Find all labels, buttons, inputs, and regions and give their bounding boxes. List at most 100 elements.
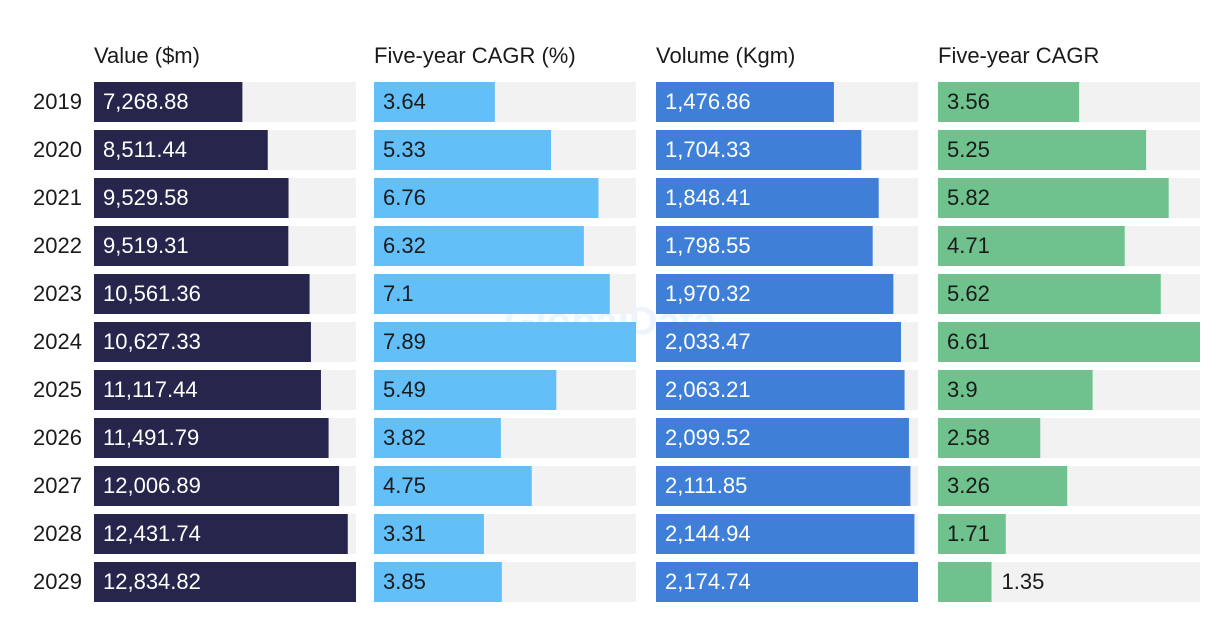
row-label: 2023 — [33, 281, 82, 306]
value-label: 1,704.33 — [665, 137, 751, 162]
bar — [656, 322, 901, 362]
value-label: 2,174.74 — [665, 569, 751, 594]
bar — [94, 370, 321, 410]
bar — [938, 370, 1093, 410]
bar — [374, 562, 502, 602]
row-label: 2020 — [33, 137, 82, 162]
bar — [374, 82, 495, 122]
value-label: 5.82 — [947, 185, 990, 210]
column-header: Five-year CAGR (%) — [374, 43, 576, 68]
bar — [656, 370, 905, 410]
bar — [94, 562, 356, 602]
bar — [656, 130, 862, 170]
value-label: 12,006.89 — [103, 473, 201, 498]
row-label: 2025 — [33, 377, 82, 402]
value-label: 1,476.86 — [665, 89, 751, 114]
value-label: 5.62 — [947, 281, 990, 306]
value-label: 4.75 — [383, 473, 426, 498]
value-label: 6.61 — [947, 329, 990, 354]
value-label: 2,111.85 — [665, 473, 747, 498]
bar — [656, 178, 879, 218]
value-label: 8,511.44 — [103, 137, 187, 162]
value-label: 5.49 — [383, 377, 426, 402]
value-label: 3.85 — [383, 569, 426, 594]
column-header: Volume (Kgm) — [656, 43, 795, 68]
value-label: 2.58 — [947, 425, 990, 450]
value-label: 3.64 — [383, 89, 426, 114]
value-label: 7.1 — [383, 281, 414, 306]
value-label: 2,099.52 — [665, 425, 751, 450]
value-label: 11,117.44 — [103, 377, 198, 402]
value-label: 3.9 — [947, 377, 978, 402]
value-label: 2,144.94 — [665, 521, 751, 546]
row-label: 2029 — [33, 569, 82, 594]
bar — [94, 418, 329, 458]
bar — [938, 226, 1125, 266]
column-header: Five-year CAGR — [938, 43, 1099, 68]
value-label: 3.56 — [947, 89, 990, 114]
bar — [94, 226, 289, 266]
value-label: 1,848.41 — [665, 185, 751, 210]
row-label: 2027 — [33, 473, 82, 498]
bar — [94, 514, 348, 554]
column-header: Value ($m) — [94, 43, 200, 68]
bar — [374, 370, 557, 410]
bar — [938, 82, 1080, 122]
bar — [938, 466, 1068, 506]
bar — [656, 274, 894, 314]
value-label: 2,063.21 — [665, 377, 751, 402]
value-label: 7.89 — [383, 329, 426, 354]
bar — [374, 274, 610, 314]
value-label: 6.32 — [383, 233, 426, 258]
value-label: 1.35 — [1002, 569, 1045, 594]
value-label: 3.26 — [947, 473, 990, 498]
bar — [656, 514, 915, 554]
value-label: 10,561.36 — [103, 281, 201, 306]
value-label: 6.76 — [383, 185, 426, 210]
value-label: 1,970.32 — [665, 281, 751, 306]
bar — [656, 562, 918, 602]
bar — [938, 562, 992, 602]
bar — [374, 322, 636, 362]
value-label: 10,627.33 — [103, 329, 201, 354]
row-label: 2022 — [33, 233, 82, 258]
bar — [938, 178, 1169, 218]
value-label: 1,798.55 — [665, 233, 751, 258]
bar — [938, 274, 1161, 314]
bar — [374, 130, 551, 170]
bar — [374, 514, 484, 554]
bar — [94, 130, 268, 170]
bar — [94, 466, 340, 506]
bar — [94, 322, 311, 362]
value-label: 3.31 — [383, 521, 426, 546]
value-label: 12,834.82 — [103, 569, 201, 594]
value-label: 3.82 — [383, 425, 426, 450]
bar — [374, 466, 532, 506]
bar — [938, 514, 1006, 554]
bar — [656, 226, 873, 266]
bar — [656, 418, 909, 458]
value-label: 4.71 — [947, 233, 990, 258]
bar — [938, 418, 1041, 458]
bar — [94, 178, 289, 218]
bar — [94, 82, 243, 122]
value-label: 5.25 — [947, 137, 990, 162]
value-label: 2,033.47 — [665, 329, 751, 354]
value-label: 11,491.79 — [103, 425, 199, 450]
value-label: 9,529.58 — [103, 185, 189, 210]
row-label: 2019 — [33, 89, 82, 114]
bar — [656, 466, 911, 506]
row-label: 2028 — [33, 521, 82, 546]
bar — [94, 274, 310, 314]
row-label: 2026 — [33, 425, 82, 450]
bar — [374, 178, 599, 218]
bar — [374, 418, 501, 458]
bar — [656, 82, 834, 122]
row-label: 2021 — [33, 185, 82, 210]
bar — [938, 322, 1200, 362]
value-label: 9,519.31 — [103, 233, 189, 258]
value-label: 7,268.88 — [103, 89, 189, 114]
row-label: 2024 — [33, 329, 82, 354]
value-label: 12,431.74 — [103, 521, 201, 546]
